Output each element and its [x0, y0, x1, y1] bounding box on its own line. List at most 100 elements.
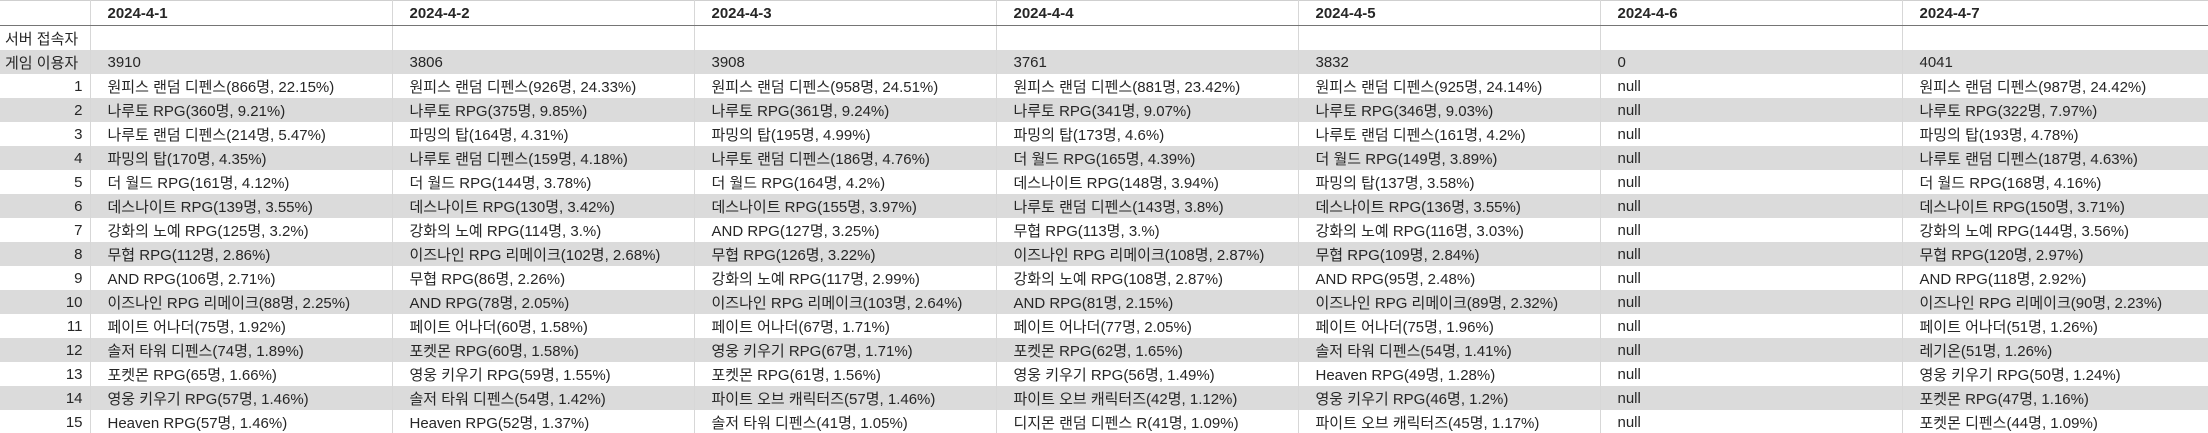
rank-number[interactable]: 7	[0, 218, 91, 242]
cell[interactable]: null	[1600, 146, 1903, 170]
cell[interactable]: null	[1600, 314, 1903, 338]
cell[interactable]	[996, 25, 1299, 50]
cell[interactable]: 데스나이트 RPG(136명, 3.55%)	[1298, 194, 1601, 218]
cell[interactable]: 파이트 오브 캐릭터즈(45명, 1.17%)	[1298, 410, 1601, 433]
cell[interactable]: 나루토 랜덤 디펜스(186명, 4.76%)	[694, 146, 997, 170]
cell[interactable]: 강화의 노예 RPG(116명, 3.03%)	[1298, 218, 1601, 242]
cell[interactable]: 무협 RPG(86명, 2.26%)	[392, 266, 695, 290]
rank-number[interactable]: 8	[0, 242, 91, 266]
rank-number[interactable]: 4	[0, 146, 91, 170]
cell[interactable]: 영웅 키우기 RPG(59명, 1.55%)	[392, 362, 695, 386]
column-header-date[interactable]: 2024-4-2	[392, 0, 695, 26]
cell[interactable]: 나루토 RPG(360명, 9.21%)	[90, 98, 393, 122]
cell[interactable]: 원피스 랜덤 디펜스(958명, 24.51%)	[694, 74, 997, 98]
cell[interactable]: 나루토 랜덤 디펜스(187명, 4.63%)	[1902, 146, 2208, 170]
row-label[interactable]: 게임 이용자	[0, 50, 91, 74]
cell[interactable]	[392, 25, 695, 50]
cell[interactable]: 3910	[90, 50, 393, 74]
cell[interactable]: 강화의 노예 RPG(108명, 2.87%)	[996, 266, 1299, 290]
rank-number[interactable]: 13	[0, 362, 91, 386]
column-header-date[interactable]: 2024-4-5	[1298, 0, 1601, 26]
cell[interactable]: 파밍의 탑(170명, 4.35%)	[90, 146, 393, 170]
column-header-date[interactable]: 2024-4-1	[90, 0, 393, 26]
cell[interactable]: 나루토 랜덤 디펜스(143명, 3.8%)	[996, 194, 1299, 218]
cell[interactable]: AND RPG(106명, 2.71%)	[90, 266, 393, 290]
cell[interactable]	[694, 25, 997, 50]
cell[interactable]: 디지몬 랜덤 디펜스 R(41명, 1.09%)	[996, 410, 1299, 433]
cell[interactable]: null	[1600, 386, 1903, 410]
cell[interactable]: 파밍의 탑(193명, 4.78%)	[1902, 122, 2208, 146]
corner-cell[interactable]	[0, 0, 91, 26]
rank-number[interactable]: 12	[0, 338, 91, 362]
cell[interactable]: 영웅 키우기 RPG(46명, 1.2%)	[1298, 386, 1601, 410]
cell[interactable]: 레기온(51명, 1.26%)	[1902, 338, 2208, 362]
cell[interactable]: 무협 RPG(113명, 3.%)	[996, 218, 1299, 242]
cell[interactable]: 나루토 RPG(346명, 9.03%)	[1298, 98, 1601, 122]
cell[interactable]: 포켓몬 RPG(60명, 1.58%)	[392, 338, 695, 362]
cell[interactable]: 포켓몬 RPG(61명, 1.56%)	[694, 362, 997, 386]
cell[interactable]: 나루토 RPG(322명, 7.97%)	[1902, 98, 2208, 122]
cell[interactable]: 원피스 랜덤 디펜스(926명, 24.33%)	[392, 74, 695, 98]
cell[interactable]: 0	[1600, 50, 1903, 74]
cell[interactable]: 이즈나인 RPG 리메이크(108명, 2.87%)	[996, 242, 1299, 266]
cell[interactable]: Heaven RPG(57명, 1.46%)	[90, 410, 393, 433]
cell[interactable]: 원피스 랜덤 디펜스(925명, 24.14%)	[1298, 74, 1601, 98]
cell[interactable]: 무협 RPG(112명, 2.86%)	[90, 242, 393, 266]
cell[interactable]: 더 월드 RPG(164명, 4.2%)	[694, 170, 997, 194]
cell[interactable]: 3761	[996, 50, 1299, 74]
cell[interactable]: 데스나이트 RPG(155명, 3.97%)	[694, 194, 997, 218]
cell[interactable]: null	[1600, 218, 1903, 242]
cell[interactable]: 데스나이트 RPG(150명, 3.71%)	[1902, 194, 2208, 218]
cell[interactable]: Heaven RPG(52명, 1.37%)	[392, 410, 695, 433]
cell[interactable]: 3832	[1298, 50, 1601, 74]
cell[interactable]: 원피스 랜덤 디펜스(987명, 24.42%)	[1902, 74, 2208, 98]
cell[interactable]: null	[1600, 266, 1903, 290]
cell[interactable]: 솔저 타워 디펜스(54명, 1.41%)	[1298, 338, 1601, 362]
cell[interactable]: 영웅 키우기 RPG(56명, 1.49%)	[996, 362, 1299, 386]
cell[interactable]: 페이트 어나더(60명, 1.58%)	[392, 314, 695, 338]
cell[interactable]: 이즈나인 RPG 리메이크(90명, 2.23%)	[1902, 290, 2208, 314]
cell[interactable]: 페이트 어나더(67명, 1.71%)	[694, 314, 997, 338]
cell[interactable]	[1902, 25, 2208, 50]
rank-number[interactable]: 9	[0, 266, 91, 290]
column-header-date[interactable]: 2024-4-7	[1902, 0, 2208, 26]
cell[interactable]: AND RPG(81명, 2.15%)	[996, 290, 1299, 314]
cell[interactable]: 페이트 어나더(75명, 1.96%)	[1298, 314, 1601, 338]
cell[interactable]: 솔저 타워 디펜스(41명, 1.05%)	[694, 410, 997, 433]
cell[interactable]: 이즈나인 RPG 리메이크(89명, 2.32%)	[1298, 290, 1601, 314]
cell[interactable]: Heaven RPG(49명, 1.28%)	[1298, 362, 1601, 386]
cell[interactable]: 페이트 어나더(77명, 2.05%)	[996, 314, 1299, 338]
cell[interactable]: 파이트 오브 캐릭터즈(57명, 1.46%)	[694, 386, 997, 410]
cell[interactable]: 이즈나인 RPG 리메이크(103명, 2.64%)	[694, 290, 997, 314]
cell[interactable]: 영웅 키우기 RPG(57명, 1.46%)	[90, 386, 393, 410]
cell[interactable]: 파밍의 탑(173명, 4.6%)	[996, 122, 1299, 146]
cell[interactable]: 원피스 랜덤 디펜스(866명, 22.15%)	[90, 74, 393, 98]
row-label[interactable]: 서버 접속자	[0, 25, 91, 50]
rank-number[interactable]: 14	[0, 386, 91, 410]
rank-number[interactable]: 6	[0, 194, 91, 218]
cell[interactable]: 강화의 노예 RPG(125명, 3.2%)	[90, 218, 393, 242]
cell[interactable]: 파밍의 탑(195명, 4.99%)	[694, 122, 997, 146]
cell[interactable]: 더 월드 RPG(165명, 4.39%)	[996, 146, 1299, 170]
cell[interactable]: 무협 RPG(109명, 2.84%)	[1298, 242, 1601, 266]
cell[interactable]	[1298, 25, 1601, 50]
cell[interactable]: 3806	[392, 50, 695, 74]
cell[interactable]: 더 월드 RPG(161명, 4.12%)	[90, 170, 393, 194]
rank-number[interactable]: 3	[0, 122, 91, 146]
cell[interactable]: 나루토 RPG(375명, 9.85%)	[392, 98, 695, 122]
rank-number[interactable]: 11	[0, 314, 91, 338]
cell[interactable]: 페이트 어나더(51명, 1.26%)	[1902, 314, 2208, 338]
cell[interactable]: 데스나이트 RPG(130명, 3.42%)	[392, 194, 695, 218]
cell[interactable]	[90, 25, 393, 50]
cell[interactable]	[1600, 25, 1903, 50]
cell[interactable]: 나루토 RPG(361명, 9.24%)	[694, 98, 997, 122]
cell[interactable]: 파밍의 탑(164명, 4.31%)	[392, 122, 695, 146]
cell[interactable]: AND RPG(78명, 2.05%)	[392, 290, 695, 314]
cell[interactable]: 포켓몬 RPG(47명, 1.16%)	[1902, 386, 2208, 410]
cell[interactable]: 강화의 노예 RPG(114명, 3.%)	[392, 218, 695, 242]
cell[interactable]: AND RPG(95명, 2.48%)	[1298, 266, 1601, 290]
cell[interactable]: 원피스 랜덤 디펜스(881명, 23.42%)	[996, 74, 1299, 98]
cell[interactable]: null	[1600, 338, 1903, 362]
cell[interactable]: null	[1600, 242, 1903, 266]
cell[interactable]: 무협 RPG(126명, 3.22%)	[694, 242, 997, 266]
